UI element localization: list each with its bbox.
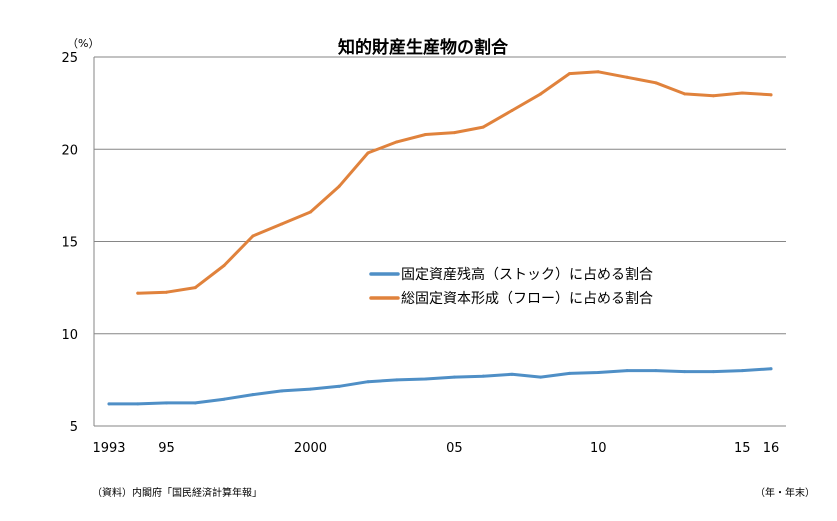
series-line-1 [107,367,773,406]
data-point [481,125,485,129]
y-tick-label: 25 [61,51,78,66]
data-point [251,234,255,238]
x-unit-note: （年・年末） [755,488,815,499]
data-point [481,374,485,378]
data-point [740,369,744,373]
data-point [222,397,226,401]
data-point [193,286,197,290]
y-tick-label: 5 [70,420,78,435]
data-point [539,92,543,96]
source-note: （資料）内閣府「国民経済計算年報」 [92,488,262,499]
legend-label-2: 総固定資本形成（フロー）に占める割合 [401,290,653,307]
data-point [165,290,169,294]
x-tick-label: 1993 [92,441,125,456]
data-point [424,377,428,381]
data-point [596,70,600,74]
x-tick-label: 10 [590,441,607,456]
data-point [510,109,514,113]
data-point [654,369,658,373]
x-tick-label: 2000 [294,441,327,456]
data-point [280,222,284,226]
data-point [136,402,140,406]
x-tick-label: 15 [734,441,751,456]
data-point [683,370,687,374]
data-point [395,140,399,144]
y-tick-label: 15 [61,236,78,251]
data-point [337,384,341,388]
y-unit-label: （%） [67,37,99,50]
legend-label-1: 固定資産残高（ストック）に占める割合 [401,266,653,283]
data-point [539,375,543,379]
x-tick-label: 05 [446,441,463,456]
series-lines [107,70,773,406]
data-point [280,389,284,393]
data-point [308,210,312,214]
data-point [308,387,312,391]
data-point [251,393,255,397]
data-point [568,371,572,375]
data-point [366,380,370,384]
data-point [165,401,169,405]
data-point [740,91,744,95]
data-point [625,75,629,79]
x-tick-label: 16 [763,441,780,456]
data-point [769,93,773,97]
data-point [193,401,197,405]
axes: 5 10 15 20 25 1993 95 2000 05 10 15 16 [61,51,779,456]
y-tick-label: 20 [61,143,78,158]
data-point [452,131,456,135]
data-point [769,367,773,371]
data-point [395,378,399,382]
chart-title: 知的財産生産物の割合 [337,37,509,58]
data-point [452,375,456,379]
series-line-2 [136,70,773,295]
data-point [711,370,715,374]
data-point [337,184,341,188]
data-point [654,81,658,85]
y-tick-label: 10 [61,328,78,343]
data-point [683,92,687,96]
data-point [136,291,140,295]
data-point [366,151,370,155]
data-point [222,263,226,267]
data-point [568,72,572,76]
data-point [625,369,629,373]
data-point [107,402,111,406]
data-point [510,372,514,376]
x-tick-label: 95 [158,441,175,456]
data-point [596,370,600,374]
data-point [711,94,715,98]
data-point [424,132,428,136]
gridlines [94,56,786,427]
